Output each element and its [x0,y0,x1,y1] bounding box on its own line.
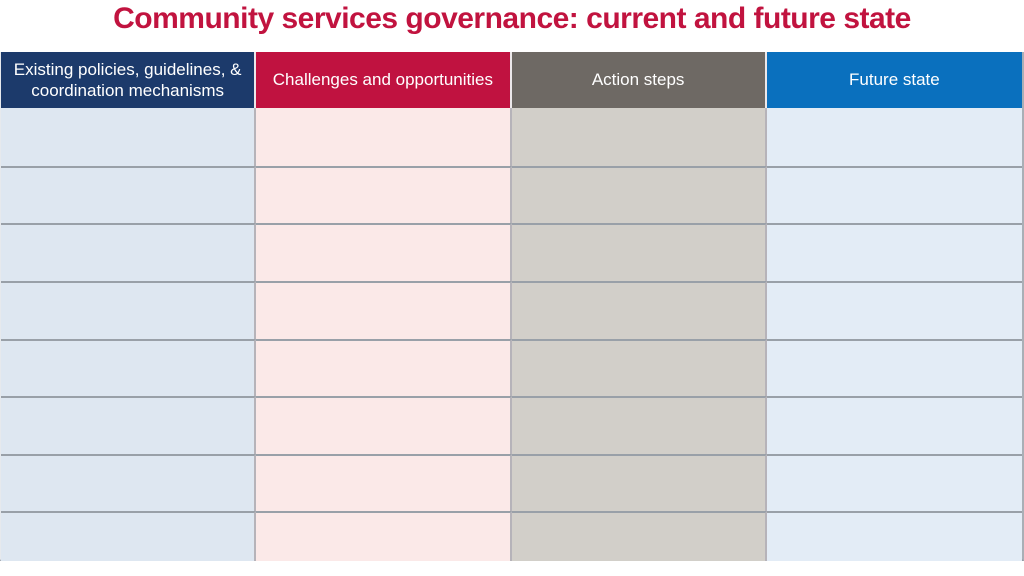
table-cell-row5-action-steps [511,339,767,396]
column-header-future-state: Future state [766,52,1022,108]
table-cell-row5-future-state [766,339,1022,396]
table-cell-row3-future-state [766,223,1022,281]
table-cell-row4-challenges-opportunities [256,281,512,339]
column-header-existing-policies: Existing policies, guidelines, & coordin… [1,52,257,108]
table-cell-row2-action-steps [511,166,767,223]
table-cell-row8-existing-policies [1,511,257,561]
table-cell-row3-action-steps [511,223,767,281]
table-cell-row7-action-steps [511,454,767,511]
table-cell-row1-existing-policies [1,108,257,166]
table-cell-row8-challenges-opportunities [256,511,512,561]
table-cell-row4-existing-policies [1,281,257,339]
governance-table: Existing policies, guidelines, & coordin… [0,52,1024,561]
table-cell-row2-existing-policies [1,166,257,223]
table-cell-row6-action-steps [511,396,767,454]
column-header-challenges-opportunities: Challenges and opportunities [256,52,512,108]
table-cell-row5-challenges-opportunities [256,339,512,396]
column-header-action-steps: Action steps [511,52,767,108]
table-cell-row1-challenges-opportunities [256,108,512,166]
slide-title: Community services governance: current a… [113,2,911,35]
table-cell-row8-action-steps [511,511,767,561]
table-cell-row7-challenges-opportunities [256,454,512,511]
table-cell-row1-action-steps [511,108,767,166]
table-cell-row2-challenges-opportunities [256,166,512,223]
table-cell-row6-future-state [766,396,1022,454]
table-cell-row8-future-state [766,511,1022,561]
table-cell-row7-existing-policies [1,454,257,511]
table-cell-row3-challenges-opportunities [256,223,512,281]
table-cell-row3-existing-policies [1,223,257,281]
table-cell-row6-existing-policies [1,396,257,454]
table-cell-row2-future-state [766,166,1022,223]
table-cell-row5-existing-policies [1,339,257,396]
table-cell-row4-action-steps [511,281,767,339]
table-cell-row7-future-state [766,454,1022,511]
table-cell-row4-future-state [766,281,1022,339]
table-cell-row6-challenges-opportunities [256,396,512,454]
table-cell-row1-future-state [766,108,1022,166]
